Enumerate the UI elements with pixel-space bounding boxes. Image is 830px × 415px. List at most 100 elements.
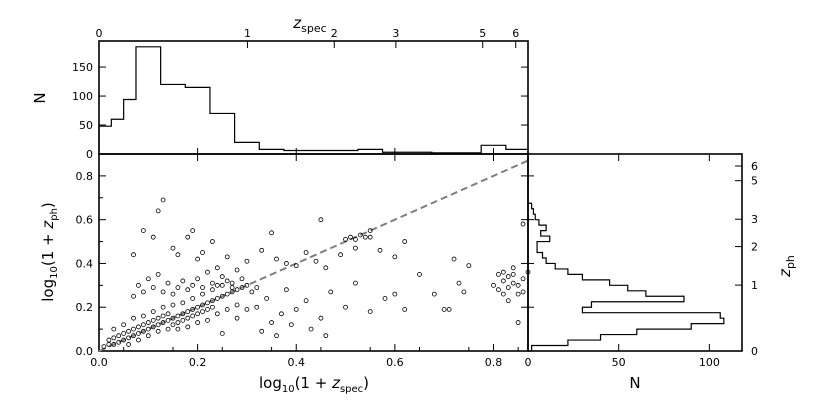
scatter-point: [150, 309, 156, 315]
scatter-x-tick-label: 0.8: [485, 356, 503, 369]
scatter-point: [190, 313, 196, 319]
scatter-point: [288, 322, 294, 328]
scatter-point: [234, 315, 240, 321]
right-z-tick-label: 5: [751, 175, 758, 188]
scatter-point: [136, 337, 141, 343]
scatter-point: [224, 278, 230, 284]
scatter-point: [111, 335, 117, 341]
scatter-point: [520, 221, 526, 227]
scatter-point: [224, 307, 230, 312]
scatter-point: [505, 285, 511, 290]
scatter-y-tick-label: 0.2: [76, 301, 94, 314]
scatter-point: [195, 320, 201, 325]
scatter-point: [313, 258, 319, 264]
scatter-point: [362, 234, 368, 240]
scatter-point: [466, 263, 472, 269]
scatter-point: [210, 280, 215, 286]
scatter-point: [170, 302, 176, 308]
scatter-point: [229, 280, 235, 286]
scatter-point: [150, 317, 156, 323]
scatter-point: [190, 307, 196, 312]
scatter-point: [456, 280, 462, 286]
scatter-point: [402, 239, 408, 244]
scatter-point: [175, 326, 181, 332]
scatter-point: [269, 230, 274, 236]
right-z-tick-label: 0: [751, 345, 758, 358]
scatter-point: [446, 307, 452, 312]
scatter-point: [140, 322, 146, 328]
scatter-point: [441, 307, 447, 312]
scatter-point: [496, 287, 501, 293]
scatter-point: [234, 287, 240, 293]
scatter-point: [121, 331, 127, 336]
scatter-point: [500, 269, 506, 275]
scatter-point: [520, 276, 526, 282]
scatter-point: [392, 291, 398, 297]
scatter-point: [244, 258, 250, 264]
scatter-point: [126, 328, 131, 334]
scatter-point: [150, 285, 156, 290]
top-histogram-y-tick-label: 0: [86, 148, 93, 161]
top-z-tick-label: 0: [96, 27, 103, 40]
right-z-tick-label: 1: [751, 279, 758, 292]
scatter-point: [382, 296, 388, 301]
scatter-point: [500, 278, 506, 284]
top-histogram-frame: [98, 40, 529, 155]
one-to-one-reference-line: [98, 159, 529, 352]
scatter-point: [111, 342, 117, 347]
scatter-point: [229, 285, 235, 290]
scatter-point: [224, 254, 230, 260]
scatter-point: [249, 289, 255, 295]
scatter-point: [205, 269, 210, 275]
scatter-y-tick-label: 0.6: [76, 214, 94, 227]
scatter-point: [195, 304, 201, 310]
scatter-point: [175, 285, 181, 290]
scatter-point: [367, 228, 373, 234]
top-histogram-step-line: [98, 46, 529, 154]
top-histogram-y-tick-label: 100: [72, 90, 93, 103]
scatter-point: [254, 304, 260, 310]
scatter-point: [279, 311, 284, 317]
scatter-x-tick-label: 0.4: [287, 356, 305, 369]
right-histogram-frame: [527, 153, 743, 352]
scatter-x-tick-label: 0.2: [189, 356, 207, 369]
scatter-point: [205, 300, 210, 306]
scatter-point: [210, 304, 215, 310]
scatter-point: [496, 271, 501, 277]
scatter-point: [126, 335, 131, 341]
scatter-point: [200, 250, 205, 255]
scatter-point: [145, 320, 151, 325]
scatter-point: [170, 322, 176, 328]
right-axis-label: zph: [776, 255, 797, 278]
scatter-point: [259, 328, 265, 334]
scatter-point: [205, 317, 210, 323]
scatter-point: [210, 298, 215, 304]
scatter-point: [283, 287, 289, 293]
scatter-point: [461, 289, 467, 295]
scatter-point: [269, 320, 274, 325]
scatter-point: [101, 344, 107, 350]
scatter-point: [214, 265, 220, 271]
scatter-point: [259, 247, 265, 253]
scatter-point: [200, 291, 205, 297]
top-z-tick-label: 3: [392, 27, 399, 40]
scatter-point: [195, 256, 201, 262]
scatter-point: [431, 291, 437, 297]
scatter-point: [145, 276, 151, 282]
scatter-point: [165, 317, 171, 323]
scatter-point: [402, 307, 408, 312]
scatter-point: [140, 313, 146, 319]
scatter-point: [303, 298, 309, 304]
scatter-point: [318, 217, 324, 223]
scatter-point: [500, 291, 506, 297]
scatter-point: [451, 256, 457, 262]
scatter-point: [175, 313, 181, 319]
scatter-point: [165, 311, 171, 317]
scatter-point: [160, 304, 166, 310]
scatter-point: [417, 271, 422, 277]
right-histogram-x-tick-label: 100: [699, 356, 720, 369]
scatter-point: [353, 245, 358, 251]
scatter-point: [357, 232, 363, 238]
scatter-point: [515, 291, 521, 297]
scatter-point: [136, 324, 141, 330]
